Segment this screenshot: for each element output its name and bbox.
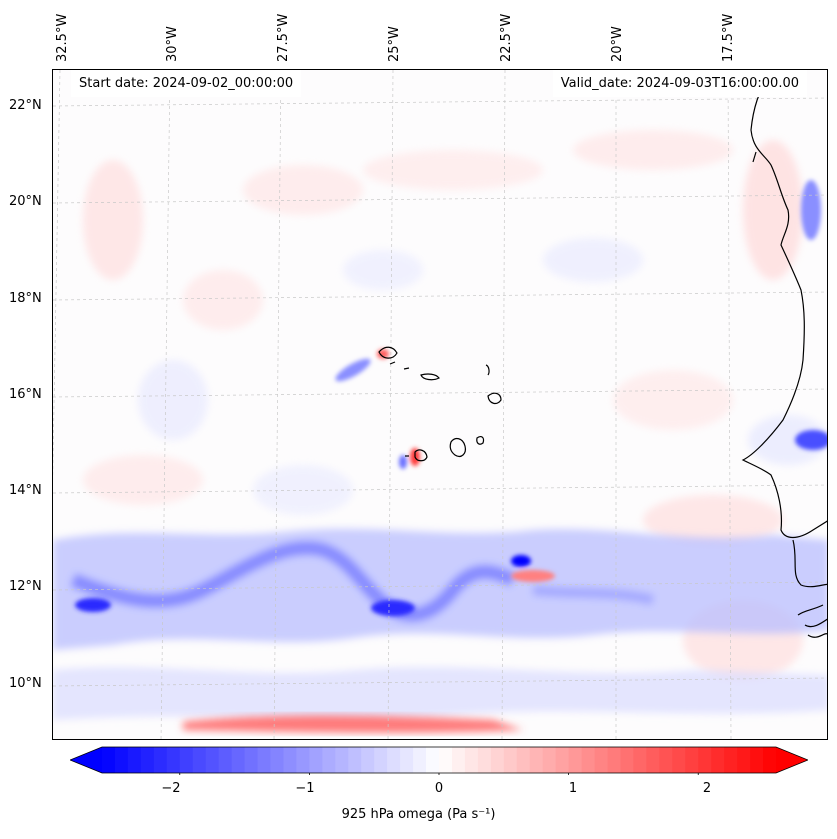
colorbar-cell xyxy=(685,747,699,773)
colorbar-cell xyxy=(114,747,129,773)
weak-anomalies xyxy=(83,130,827,680)
colorbar-outline xyxy=(70,746,808,774)
colorbar-cell xyxy=(127,747,142,773)
colorbar-cell xyxy=(711,747,725,773)
colorbar-cell xyxy=(594,747,609,773)
subsidence-band xyxy=(183,715,523,733)
colorbar-cell xyxy=(192,747,207,773)
colorbar-cell xyxy=(374,747,388,773)
lat-label-12n: 12°N xyxy=(9,579,42,594)
colorbar-cell xyxy=(153,747,168,773)
graticule xyxy=(53,70,827,739)
colorbar-cell xyxy=(464,747,479,773)
colorbar-cell xyxy=(102,747,116,773)
colorbar-cell xyxy=(205,747,220,773)
lon-label-20w: 20°W xyxy=(610,26,625,62)
lon-label-22-5w: 22.5°W xyxy=(499,13,514,62)
lat-label-16n: 16°N xyxy=(9,387,42,402)
colorbar-cell xyxy=(348,747,362,773)
colorbar-cell xyxy=(724,747,738,773)
start-date-label: Start date: 2024-09-02_00:00:00 xyxy=(71,70,302,97)
colorbar-cell xyxy=(244,747,259,773)
colorbar-cell xyxy=(296,747,310,773)
colorbar-cell xyxy=(166,747,181,773)
lon-label-27-5w: 27.5°W xyxy=(276,13,291,62)
colorbar-tick-neg1: −1 xyxy=(295,781,315,796)
colorbar-cell xyxy=(503,747,518,773)
colorbar-cell xyxy=(361,747,375,773)
colorbar-cell xyxy=(270,747,285,773)
colorbar-cell xyxy=(620,747,635,773)
colorbar-cell xyxy=(659,747,673,773)
colorbar-cell xyxy=(439,747,453,773)
lon-label-30w: 30°W xyxy=(165,26,180,62)
colorbar-cell xyxy=(698,747,712,773)
colorbar-cell xyxy=(529,747,544,773)
colorbar-cell xyxy=(516,747,531,773)
colorbar-cell xyxy=(309,747,323,773)
colorbar-extend-max xyxy=(776,747,808,773)
colorbar-cell xyxy=(426,747,440,773)
colorbar xyxy=(70,746,808,775)
colorbar-cell xyxy=(477,747,492,773)
colorbar-cell xyxy=(581,747,596,773)
colorbar-cell xyxy=(633,747,647,773)
lon-label-32-5w: 32.5°W xyxy=(55,13,70,62)
colorbar-cell xyxy=(737,747,751,773)
map-panel: Start date: 2024-09-02_00:00:00 Valid_da… xyxy=(52,69,828,740)
colorbar-tick-1: 1 xyxy=(568,781,578,796)
colorbar-label: 925 hPa omega (Pa s⁻¹) xyxy=(341,807,496,822)
valid-date-label: Valid_date: 2024-09-03T16:00:00.00 xyxy=(552,70,807,97)
colorbar-cell xyxy=(413,747,427,773)
colorbar-cell xyxy=(387,747,401,773)
lat-label-10n: 10°N xyxy=(9,676,42,691)
strong-updrafts xyxy=(75,180,827,616)
lon-label-17-5w: 17.5°W xyxy=(721,13,736,62)
colorbar-cell xyxy=(555,747,570,773)
colorbar-cell xyxy=(179,747,194,773)
lat-label-18n: 18°N xyxy=(9,291,42,306)
colorbar-cell xyxy=(451,747,466,773)
colorbar-cell xyxy=(490,747,505,773)
lat-label-20n: 20°N xyxy=(9,194,42,209)
lat-label-22n: 22°N xyxy=(9,98,42,113)
colorbar-cell xyxy=(607,747,622,773)
lat-label-14n: 14°N xyxy=(9,483,42,498)
colorbar-cell xyxy=(646,747,660,773)
omega-field xyxy=(53,70,827,739)
colorbar-cell xyxy=(218,747,233,773)
colorbar-tick-neg2: −2 xyxy=(161,781,181,796)
colorbar-cell xyxy=(672,747,686,773)
colorbar-extend-min xyxy=(70,747,102,773)
colorbar-cell xyxy=(763,747,777,773)
colorbar-tick-0: 0 xyxy=(434,781,444,796)
colorbar-cell xyxy=(140,747,155,773)
colorbar-cell xyxy=(257,747,272,773)
colorbar-tick-2: 2 xyxy=(702,781,712,796)
colorbar-cell xyxy=(400,747,414,773)
colorbar-cell xyxy=(542,747,557,773)
itcz-band xyxy=(53,528,827,720)
colorbar-cell xyxy=(568,747,583,773)
colorbar-cell xyxy=(335,747,349,773)
colorbar-cell xyxy=(750,747,764,773)
lon-label-25w: 25°W xyxy=(387,26,402,62)
coastline xyxy=(378,70,827,638)
colorbar-cell xyxy=(231,747,246,773)
colorbar-cell xyxy=(283,747,298,773)
colorbar-cell xyxy=(322,747,336,773)
